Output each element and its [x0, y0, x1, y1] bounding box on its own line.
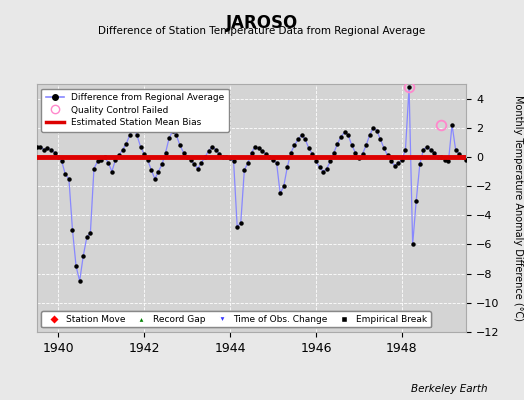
Text: Difference of Station Temperature Data from Regional Average: Difference of Station Temperature Data f… — [99, 26, 425, 36]
Text: JAROSO: JAROSO — [226, 14, 298, 32]
Legend: Station Move, Record Gap, Time of Obs. Change, Empirical Break: Station Move, Record Gap, Time of Obs. C… — [41, 311, 431, 328]
Text: Berkeley Earth: Berkeley Earth — [411, 384, 487, 394]
Y-axis label: Monthly Temperature Anomaly Difference (°C): Monthly Temperature Anomaly Difference (… — [514, 95, 523, 321]
